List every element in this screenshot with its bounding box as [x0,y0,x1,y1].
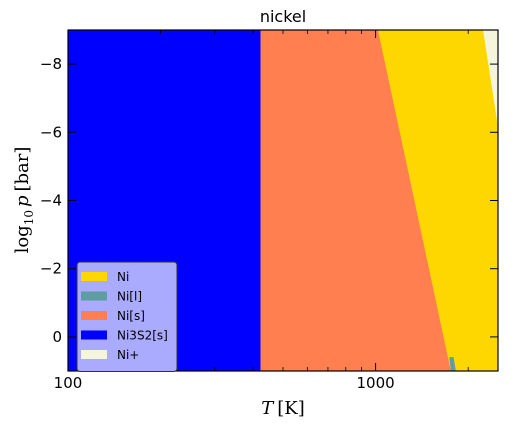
legend-swatch [81,350,107,359]
y-tick-label: −2 [40,260,62,278]
legend-swatch [81,311,107,320]
legend-label: Ni[s] [117,309,145,323]
legend-label: Ni [117,270,129,284]
legend-label: Ni+ [117,348,139,362]
x-tick-label: 1000 [357,374,395,392]
legend-swatch [81,330,107,340]
y-tick-label: −4 [40,192,62,210]
legend-swatch [81,272,107,281]
y-tick-label: −8 [40,55,62,73]
y-tick-label: −6 [40,123,62,141]
axis-ticks: 100 1000 −8 −6 −4 −2 0 [40,30,498,392]
region-ni [377,30,498,371]
region-ni [483,30,498,126]
y-tick-label: 0 [52,328,62,346]
region-ni-s [260,30,452,371]
legend-box [76,261,178,372]
chart-title: nickel [260,7,306,26]
y-axis-label: log10p[bar] [12,147,36,254]
x-axis-label: T [K] [261,398,305,419]
legend: Ni Ni[l] Ni[s] Ni3S2[s] Ni+ [76,261,178,372]
x-tick-label: 100 [54,374,83,392]
region-ni-l [449,357,456,371]
legend-label: Ni3S2[s] [117,329,168,343]
legend-label: Ni[l] [117,290,142,304]
legend-swatch [81,291,107,301]
